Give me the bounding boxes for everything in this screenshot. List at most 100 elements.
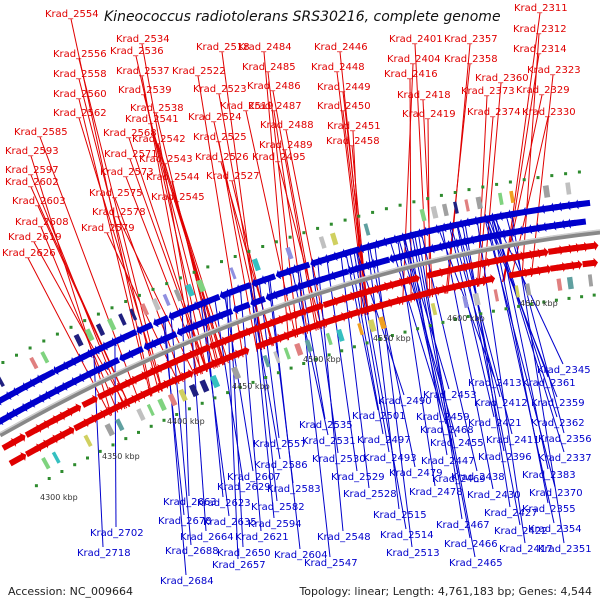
top-gene-label: Krad_2450 [317,101,371,112]
cog-box [325,332,333,346]
bottom-gene-label: Krad_2548 [317,532,371,543]
reverse-gene-arrow [250,295,266,308]
bottom-gene-label: Krad_2497 [357,435,411,446]
marker-dot [491,309,495,313]
top-connector-line [78,98,152,397]
cog-box [294,342,304,356]
top-gene-label: Krad_2488 [260,120,314,131]
cog-box [430,302,438,316]
cog-box [115,418,125,432]
bottom-connector-line [396,236,436,487]
feature-tracks [0,170,599,488]
marker-dot [83,319,87,323]
top-gene-label: Krad_2527 [206,171,260,182]
cog-box [146,403,155,417]
top-gene-label: Krad_2329 [516,85,570,96]
topology-text: Topology: linear; Length: 4,761,183 bp; … [299,585,592,598]
top-connector-line [478,116,494,287]
top-gene-label: Krad_2536 [110,46,164,57]
top-gene-label: Krad_2608 [15,217,69,228]
cog-box [587,274,594,287]
top-connector-line [129,158,208,373]
cog-box [196,279,207,293]
bottom-gene-label: Krad_2468 [420,425,474,436]
top-gene-label: Krad_2373 [461,86,515,97]
top-connector-line [27,257,111,417]
marker-dot [149,424,153,428]
forward-gene-arrow [533,264,552,275]
marker-dot [592,293,596,297]
marker-dot [371,210,375,214]
bottom-gene-label: Krad_2417 [499,544,553,555]
accession-text: Accession: NC_009664 [8,585,134,598]
marker-dot [467,188,471,192]
top-connector-line [78,78,160,394]
top-connector-line [33,241,128,409]
top-connector-line [477,95,488,287]
top-gene-label: Krad_2404 [387,54,441,65]
top-gene-label: Krad_2575 [89,188,143,199]
reverse-gene-arrow [330,268,350,281]
forward-gene-arrow [582,257,598,268]
top-gene-label: Krad_2523 [193,84,247,95]
marker-dot [289,366,293,370]
marker-dot [187,407,191,411]
reverse-gene-arrow [36,368,56,384]
marker-dot [251,380,255,384]
bottom-connector-line [248,283,281,460]
bottom-connector-line [368,244,416,468]
cog-box [330,232,339,246]
marker-dot [220,260,223,264]
top-gene-label: Krad_2312 [513,24,567,35]
cog-box [162,293,171,307]
cog-box [140,303,150,316]
cog-box [231,366,242,380]
cog-box [357,322,364,336]
bottom-connector-line [490,215,549,504]
bottom-gene-label: Krad_2412 [474,398,528,409]
top-connector-line [351,145,369,315]
top-gene-label: Krad_2573 [100,167,154,178]
top-gene-label: Krad_2539 [118,85,172,96]
top-gene-label: Krad_2448 [311,62,365,73]
bottom-connector-line [170,314,192,546]
top-connector-line [510,116,549,281]
top-gene-label: Krad_2485 [242,62,296,73]
cog-box [336,328,345,342]
bottom-gene-label: Krad_2604 [274,550,328,561]
cog-box [462,295,469,309]
marker-dot [580,295,584,299]
bottom-connector-line [200,301,230,517]
marker-dot [69,325,73,329]
top-connector-line [272,90,317,331]
marker-dot [365,341,369,345]
bottom-gene-label: Krad_2430 [467,490,521,501]
bottom-gene-label: Krad_2469 [432,474,486,485]
cog-box [229,267,237,280]
cog-box [493,289,500,302]
top-gene-label: Krad_2602 [5,177,59,188]
marker-dot [1,361,5,364]
marker-dot [86,456,89,460]
bottom-connector-line [486,216,555,524]
top-gene-label: Krad_2568 [103,128,157,139]
cog-box [107,318,117,331]
top-gene-label: Krad_2358 [444,54,498,65]
cog-box [51,451,61,464]
bottom-gene-label: Krad_2650 [217,548,271,559]
bottom-gene-label: Krad_2607 [227,472,281,483]
cog-box [430,205,439,219]
cog-box [497,192,504,206]
bottom-connector-line [510,212,565,544]
bottom-gene-label: Krad_2663 [163,497,217,508]
marker-dot [454,317,457,321]
cog-box [157,398,167,412]
cog-box [514,285,520,298]
top-gene-label: Krad_2538 [130,103,184,114]
top-gene-label: Krad_2534 [116,34,170,45]
top-connector-line [352,130,363,317]
top-gene-label: Krad_2323 [527,65,581,76]
cog-box [318,236,327,249]
marker-dot [416,327,420,331]
marker-dot [314,357,318,361]
